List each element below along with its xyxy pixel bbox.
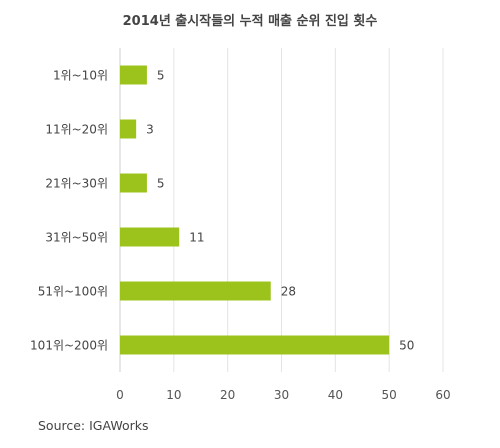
- bar: [120, 119, 137, 139]
- bar: [120, 65, 147, 85]
- y-tick-label: 31위~50위: [45, 231, 108, 245]
- bar: [120, 335, 390, 355]
- x-tick-label: 0: [116, 388, 124, 402]
- source-note: Source: IGAWorks: [38, 418, 149, 433]
- y-tick-label: 1위~10위: [53, 69, 108, 83]
- data-label: 5: [157, 177, 165, 191]
- data-label: 50: [399, 339, 414, 353]
- chart-title: 2014년 출시작들의 누적 매출 순위 진입 횟수: [122, 14, 378, 29]
- data-label: 28: [281, 285, 296, 299]
- x-tick-label: 20: [220, 388, 235, 402]
- x-tick-label: 40: [328, 388, 343, 402]
- x-tick-label: 30: [274, 388, 289, 402]
- bar: [120, 281, 271, 301]
- x-tick-label: 60: [435, 388, 450, 402]
- y-tick-label: 11위~20위: [45, 123, 108, 137]
- y-tick-label: 101위~200위: [30, 339, 108, 353]
- y-tick-label: 51위~100위: [38, 285, 108, 299]
- data-label: 5: [157, 69, 165, 83]
- x-tick-label: 10: [166, 388, 181, 402]
- x-tick-label: 50: [382, 388, 397, 402]
- bar: [120, 173, 147, 193]
- y-tick-label: 21위~30위: [45, 177, 108, 191]
- data-label: 3: [146, 123, 154, 137]
- data-label: 11: [189, 231, 204, 245]
- bar: [120, 227, 180, 247]
